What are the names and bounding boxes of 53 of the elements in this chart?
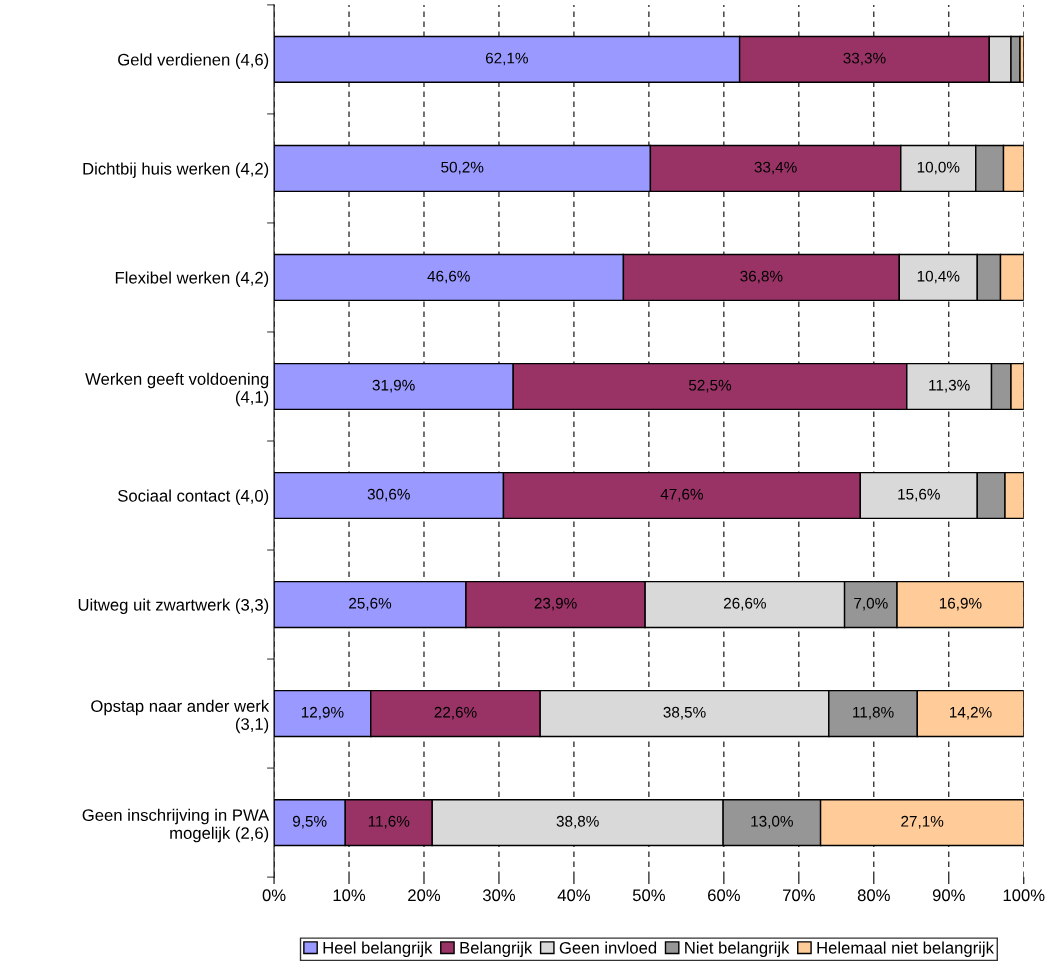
data-label: 36,8% (740, 270, 783, 284)
x-tick-label: 100% (1003, 889, 1045, 902)
legend-label: Geen invloed (559, 941, 657, 954)
data-label: 10,0% (917, 161, 960, 175)
x-tick-label: 0% (262, 889, 286, 902)
data-label: 38,5% (663, 706, 706, 720)
y-tick-label: Sociaal contact (4,0) (118, 489, 269, 505)
data-label: 12,9% (301, 706, 344, 720)
y-tick-label: Geld verdienen (4,6) (118, 53, 269, 69)
data-label: 14,2% (950, 706, 992, 720)
legend-label: Heel belangrijk (323, 941, 433, 958)
data-label: 26,6% (723, 597, 766, 611)
legend-label: Belangrijk (460, 941, 533, 958)
data-label: 47,6% (660, 488, 703, 502)
x-tick-label: 60% (708, 889, 740, 902)
y-tick-label: Uitweg uit zwartwerk (3,3) (78, 598, 269, 615)
data-label: 31,9% (372, 379, 415, 393)
data-label: 16,9% (939, 597, 982, 611)
x-tick-label: 20% (408, 889, 441, 902)
data-label: 7,0% (854, 597, 888, 611)
data-label: 38,8% (556, 815, 599, 829)
data-label: 50,2% (441, 161, 484, 175)
data-label: 27,1% (901, 815, 944, 829)
x-tick-label: 10% (333, 889, 366, 902)
legend-label: Niet belangrijk (685, 941, 790, 958)
y-tick-label: Werken geeft voldoening (4,1) (85, 372, 269, 407)
data-label: 23,9% (534, 597, 577, 611)
data-label: 10,4% (917, 270, 960, 284)
data-label: 11,8% (853, 706, 894, 720)
y-tick-label: Opstap naar ander werk (3,1) (91, 699, 270, 734)
data-label: 25,6% (349, 597, 392, 611)
y-tick-label: Flexibel werken (4,2) (115, 271, 269, 287)
data-label: 52,5% (688, 379, 732, 393)
y-tick-label: Dichtbij huis werken (4,2) (83, 162, 269, 178)
x-tick-label: 80% (857, 889, 890, 902)
data-label: 33,3% (843, 52, 886, 66)
legend-label: Helemaal niet belangrijk (817, 941, 994, 958)
data-label: 11,3% (929, 379, 970, 393)
y-tick-label: Geen inschrijving in PWA mogelijk (2,6) (82, 808, 270, 843)
x-tick-label: 90% (932, 889, 965, 902)
data-label: 22,6% (434, 706, 477, 720)
data-label: 11,6% (368, 815, 410, 829)
data-label: 13,0% (751, 815, 793, 829)
x-tick-label: 30% (482, 889, 516, 902)
data-label: 15,6% (898, 488, 940, 502)
data-label: 9,5% (292, 815, 327, 829)
data-label: 46,6% (427, 270, 470, 284)
x-tick-label: 70% (783, 889, 815, 902)
data-label: 62,1% (485, 52, 528, 66)
data-label: 30,6% (367, 488, 410, 502)
x-tick-label: 50% (632, 889, 665, 902)
data-label: 33,4% (754, 161, 797, 175)
x-tick-label: 40% (557, 889, 591, 902)
